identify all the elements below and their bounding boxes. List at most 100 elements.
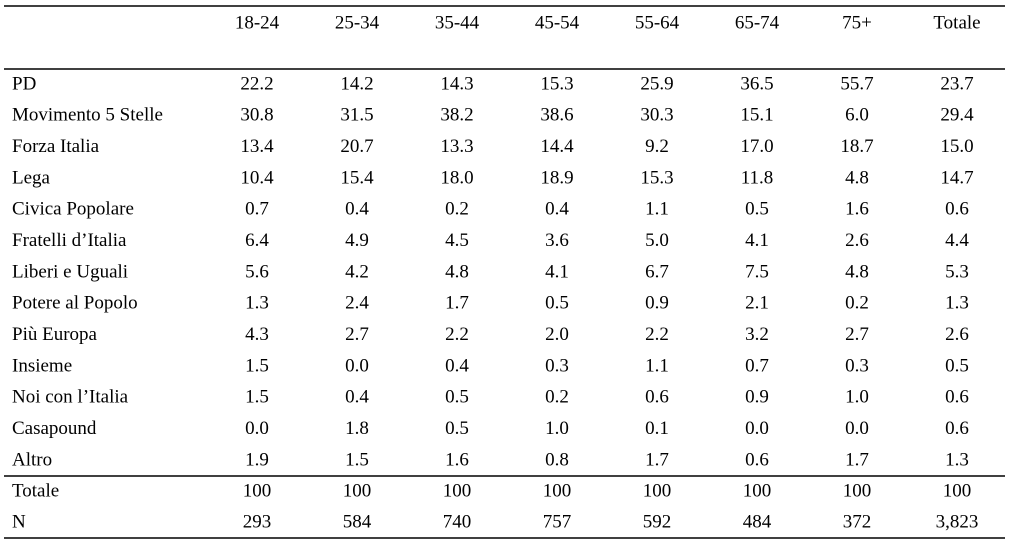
cell: 0.3: [545, 355, 569, 376]
cell: 0.4: [545, 199, 569, 220]
cell: 0.8: [545, 449, 569, 470]
cell: 0.4: [345, 387, 369, 408]
row-label: Liberi e Uguali: [12, 261, 128, 282]
cell: 4.4: [945, 230, 969, 251]
cell: 1.8: [345, 418, 369, 439]
cell: 13.3: [440, 136, 473, 157]
row-label: Più Europa: [12, 324, 98, 345]
cell: 1.6: [445, 449, 469, 470]
cell: 17.0: [740, 136, 773, 157]
cell: 0.9: [745, 387, 769, 408]
cell: 0.5: [445, 387, 469, 408]
row-label: Insieme: [12, 355, 72, 376]
cell: 18.0: [440, 167, 473, 188]
cell: 29.4: [940, 105, 974, 126]
cell: 11.8: [741, 167, 774, 188]
cell: 2.2: [645, 324, 669, 345]
cell: 6.0: [845, 105, 869, 126]
cell: 4.2: [345, 261, 369, 282]
column-header: 18-24: [235, 12, 280, 33]
cell: 0.7: [745, 355, 769, 376]
cell: 0.6: [945, 418, 969, 439]
cell: 0.6: [945, 199, 969, 220]
cell: 18.7: [840, 136, 873, 157]
cell: 0.3: [845, 355, 869, 376]
cell: 20.7: [340, 136, 373, 157]
cell: 13.4: [240, 136, 274, 157]
cell: 9.2: [645, 136, 669, 157]
cell: 584: [343, 511, 372, 532]
cell: 15.0: [940, 136, 973, 157]
cell: 14.3: [440, 73, 473, 94]
cell: 0.5: [745, 199, 769, 220]
cell: 25.9: [640, 73, 673, 94]
cell: 15.4: [340, 167, 374, 188]
cell: 2.4: [345, 293, 369, 314]
cell: 1.9: [245, 449, 269, 470]
row-label: Forza Italia: [12, 136, 100, 157]
cell: 0.5: [445, 418, 469, 439]
cell: 0.1: [645, 418, 669, 439]
cell: 1.3: [945, 293, 969, 314]
cell: 0.2: [845, 293, 869, 314]
cell: 31.5: [340, 105, 373, 126]
cell: 1.7: [645, 449, 669, 470]
cell: 1.0: [845, 387, 869, 408]
row-label: Movimento 5 Stelle: [12, 105, 163, 126]
cell: 30.3: [640, 105, 673, 126]
row-label: Noi con l’Italia: [12, 387, 129, 408]
cell: 100: [343, 480, 372, 501]
cell: 38.2: [440, 105, 473, 126]
cell: 15.3: [540, 73, 573, 94]
cell: 14.7: [940, 167, 973, 188]
cell: 2.7: [345, 324, 369, 345]
cell: 36.5: [740, 73, 773, 94]
cell: 1.1: [645, 199, 669, 220]
cell: 7.5: [745, 261, 769, 282]
row-label: Altro: [12, 449, 52, 470]
cell: 4.8: [845, 261, 869, 282]
cell: 0.9: [645, 293, 669, 314]
row-label: Lega: [12, 167, 51, 188]
cell: 4.3: [245, 324, 269, 345]
cell: 15.1: [740, 105, 773, 126]
cell: 30.8: [240, 105, 273, 126]
cell: 4.1: [545, 261, 569, 282]
cell: 10.4: [240, 167, 274, 188]
cell: 3.2: [745, 324, 769, 345]
cell: 100: [843, 480, 872, 501]
cell: 0.0: [745, 418, 769, 439]
cell: 100: [743, 480, 772, 501]
cell: 5.0: [645, 230, 669, 251]
cell: 4.9: [345, 230, 369, 251]
column-header: 65-74: [735, 12, 780, 33]
cell: 372: [843, 511, 872, 532]
cell: 1.3: [245, 293, 269, 314]
column-header: Totale: [933, 12, 980, 33]
cell: 740: [443, 511, 472, 532]
cell: 2.0: [545, 324, 569, 345]
cell: 0.7: [245, 199, 269, 220]
cell: 100: [943, 480, 972, 501]
column-header: 55-64: [635, 12, 680, 33]
cell: 0.0: [345, 355, 369, 376]
cell: 4.1: [745, 230, 769, 251]
cell: 100: [243, 480, 272, 501]
cell: 1.7: [845, 449, 869, 470]
column-header: 35-44: [435, 12, 480, 33]
row-label: PD: [12, 73, 36, 94]
cell: 592: [643, 511, 672, 532]
cell: 757: [543, 511, 572, 532]
cell: 6.7: [645, 261, 669, 282]
cell: 2.2: [445, 324, 469, 345]
cell: 5.6: [245, 261, 269, 282]
cell: 1.0: [545, 418, 569, 439]
cell: 100: [543, 480, 572, 501]
cell: 18.9: [540, 167, 573, 188]
cell: 0.4: [345, 199, 369, 220]
cell: 0.5: [545, 293, 569, 314]
cell: 1.5: [245, 355, 269, 376]
cell: 0.0: [845, 418, 869, 439]
cell: 38.6: [540, 105, 573, 126]
cell: 1.7: [445, 293, 469, 314]
